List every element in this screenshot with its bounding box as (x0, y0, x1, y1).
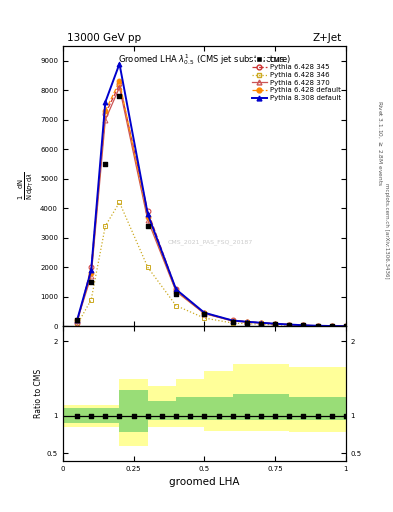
Point (159, 412, 165, 420)
Point (74, 316, 80, 325)
Point (258, 412, 264, 420)
Point (314, 412, 321, 420)
Point (116, 92, 123, 100)
X-axis label: groomed LHA: groomed LHA (169, 477, 240, 487)
Point (102, 160, 108, 168)
Point (244, 318, 250, 327)
Legend: CMS, Pythia 6.428 345, Pythia 6.428 346, Pythia 6.428 370, Pythia 6.428 default,: CMS, Pythia 6.428 345, Pythia 6.428 346,… (250, 55, 342, 102)
Text: Z+Jet: Z+Jet (313, 33, 342, 44)
Point (244, 412, 250, 420)
Point (145, 412, 151, 420)
Point (215, 412, 222, 420)
Text: Rivet 3.1.10, $\geq$ 2.8M events: Rivet 3.1.10, $\geq$ 2.8M events (375, 100, 383, 186)
Point (258, 319, 264, 328)
Point (272, 412, 278, 420)
Text: 13000 GeV pp: 13000 GeV pp (67, 33, 141, 44)
Point (272, 320, 278, 328)
Point (201, 412, 208, 420)
Point (329, 412, 335, 420)
Point (88, 278, 94, 286)
Point (286, 321, 292, 329)
Point (314, 322, 321, 330)
Point (187, 412, 193, 420)
Point (173, 412, 179, 420)
Y-axis label: $\frac{1}{\mathrm{N}}\frac{\mathrm{d}\mathrm{N}}{\mathrm{d}p_\mathrm{T}\mathrm{d: $\frac{1}{\mathrm{N}}\frac{\mathrm{d}\ma… (17, 172, 36, 200)
Point (145, 222, 151, 230)
Text: CMS_2021_PAS_FSQ_20187: CMS_2021_PAS_FSQ_20187 (167, 240, 253, 245)
Point (300, 412, 307, 420)
Y-axis label: Ratio to CMS: Ratio to CMS (34, 369, 43, 418)
Point (74, 412, 80, 420)
Point (230, 318, 236, 326)
Point (286, 412, 292, 420)
Point (230, 412, 236, 420)
Point (88, 412, 94, 420)
Point (343, 322, 349, 330)
Point (130, 412, 137, 420)
Point (116, 412, 123, 420)
Text: Groomed LHA $\lambda_{0.5}^{1}$ (CMS jet substructure): Groomed LHA $\lambda_{0.5}^{1}$ (CMS jet… (118, 52, 291, 67)
Point (329, 322, 335, 330)
Point (343, 412, 349, 420)
Point (300, 322, 307, 330)
Point (201, 310, 208, 318)
Point (102, 412, 108, 420)
Point (173, 290, 179, 298)
Text: mcplots.cern.ch [arXiv:1306.3436]: mcplots.cern.ch [arXiv:1306.3436] (384, 183, 389, 278)
